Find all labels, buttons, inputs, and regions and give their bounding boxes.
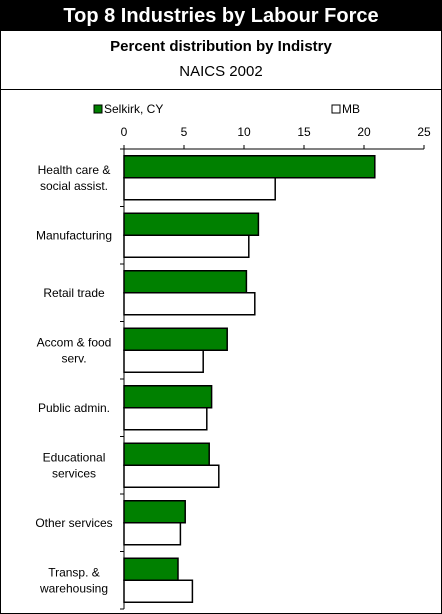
category-label: warehousing — [39, 581, 108, 595]
x-axis: 0 5 10 15 20 25 — [121, 125, 431, 150]
bar-selkirk — [123, 155, 376, 179]
category-label: Retail trade — [43, 286, 105, 300]
legend-label-1: Selkirk, CY — [104, 102, 163, 116]
x-tick-label: 5 — [181, 125, 188, 139]
x-tick-label: 15 — [297, 125, 311, 139]
legend-label-2: MB — [342, 102, 360, 116]
category-label: services — [52, 466, 96, 480]
category-label: Accom & food — [37, 335, 112, 349]
legend-swatch-2 — [331, 104, 341, 114]
bar-mb — [123, 292, 256, 316]
chart-subtitle: Percent distribution by Indistry — [110, 38, 332, 55]
bar-mb — [123, 177, 276, 201]
bar-selkirk — [123, 385, 213, 409]
x-tick-label: 0 — [121, 125, 128, 139]
bar-selkirk — [123, 500, 186, 524]
chart-subtitle-naics: NAICS 2002 — [179, 63, 263, 80]
x-tick-label: 20 — [357, 125, 371, 139]
bar-chart: Selkirk, CY MB 0 5 10 15 20 25 Health care & so… — [35, 102, 431, 610]
category-labels: Health care & social assist. Manufacturing… — [35, 163, 112, 596]
category-label: Transp. & — [48, 565, 100, 579]
bar-mb — [123, 407, 208, 431]
category-label: Public admin. — [38, 401, 110, 415]
category-label: Manufacturing — [36, 228, 112, 242]
chart-title: Top 8 Industries by Labour Force — [1, 1, 441, 31]
bar-selkirk — [123, 442, 210, 466]
bar-mb — [123, 234, 250, 258]
legend-swatch-1 — [93, 104, 103, 114]
category-label: Other services — [35, 516, 112, 530]
bar-selkirk — [123, 327, 228, 351]
category-label: serv. — [61, 351, 86, 365]
category-label: Educational — [43, 450, 106, 464]
bar-mb — [123, 349, 204, 373]
x-tick-label: 25 — [417, 125, 431, 139]
x-tick-label: 10 — [237, 125, 251, 139]
bar-mb — [123, 522, 182, 546]
bar-mb — [123, 579, 194, 603]
header-divider — [1, 89, 441, 90]
bar-selkirk — [123, 270, 248, 294]
category-label: Health care & — [38, 163, 111, 177]
bar-mb — [123, 464, 220, 488]
bar-selkirk — [123, 212, 260, 236]
category-label: social assist. — [40, 179, 108, 193]
bars — [123, 155, 376, 603]
bar-selkirk — [123, 557, 179, 581]
legend: Selkirk, CY MB — [93, 102, 360, 116]
